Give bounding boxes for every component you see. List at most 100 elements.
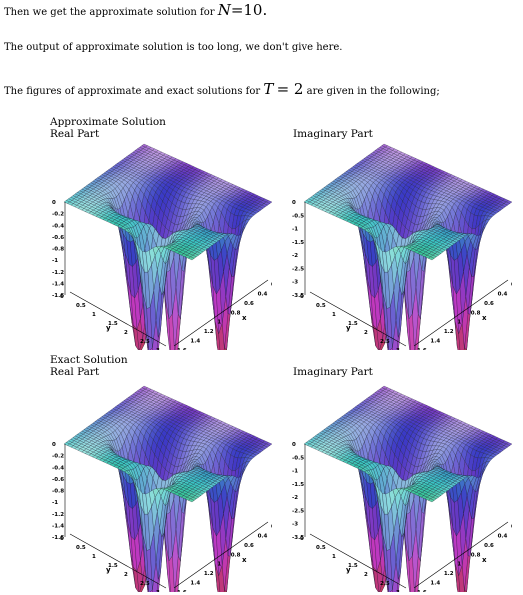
y-tick-label: 0.5: [316, 303, 326, 309]
y-axis-line: [309, 291, 407, 347]
y-tick-label: 3: [156, 590, 160, 592]
z-tick-label: -1.5: [292, 240, 304, 246]
x-tick-label: 0.4: [258, 291, 268, 297]
z-tick-label: -0.8: [52, 247, 64, 253]
x-tick-label: 1.6: [177, 348, 187, 350]
y-tick-label: 2: [124, 330, 128, 336]
z-tick-label: -1.5: [292, 482, 304, 488]
surface-mesh: [63, 143, 272, 350]
label-imaginary-part: Imaginary Part: [293, 128, 373, 140]
z-tick-label: -1.4: [52, 523, 64, 529]
x-axis-line: [173, 279, 269, 347]
y-tick-label: 0: [60, 294, 64, 300]
x-tick-label: 0.4: [258, 533, 268, 539]
x-tick-label: 0.8: [471, 310, 481, 316]
z-tick-label: -1: [292, 469, 298, 475]
z-tick-label: -1.6: [52, 293, 64, 299]
x-tick-label: 0.2: [511, 282, 512, 288]
z-tick-label: 0: [292, 200, 296, 206]
surface-plot-svg: 0-0.5-1-1.5-2-2.5-3-3.500.511.522.53y1.6…: [292, 143, 512, 350]
z-tick-label: -0.4: [52, 223, 64, 229]
x-tick-label: 0.6: [484, 301, 494, 307]
x-tick-label: 1: [457, 320, 461, 326]
y-tick-label: 3: [396, 590, 400, 592]
z-tick-label: -2: [292, 495, 298, 501]
x-tick-label: 1.6: [417, 590, 427, 592]
label-imaginary-part: Imaginary Part: [293, 366, 373, 378]
y-tick-label: 2.5: [380, 339, 390, 345]
x-tick-label: 1: [457, 562, 461, 568]
sentence-approx-solution: Then we get the approximate solution for…: [4, 1, 267, 19]
x-tick-label: 0.8: [231, 310, 241, 316]
z-tick-label: -0.8: [52, 489, 64, 495]
label-real-part: Real Part: [50, 128, 100, 140]
y-tick-label: 1: [332, 554, 336, 560]
plot-exact-imag: 0-0.5-1-1.5-2-2.5-3-3.500.511.522.53y1.6…: [292, 382, 512, 592]
x-tick-label: 0.8: [471, 552, 481, 558]
math-variable-t: T: [263, 80, 274, 98]
z-tick-label: 0: [52, 442, 56, 448]
z-tick-label: -1.4: [52, 281, 64, 287]
z-tick-label: -0.2: [52, 212, 64, 218]
x-tick-label: 0.2: [271, 282, 272, 288]
y-tick-label: 1.5: [108, 563, 118, 569]
y-tick-label: 1.5: [348, 321, 358, 327]
y-tick-label: 3: [396, 348, 400, 350]
x-axis-line: [173, 521, 269, 589]
x-axis-label: x: [482, 556, 487, 564]
surface-mesh: [303, 143, 512, 350]
x-tick-label: 1.2: [204, 571, 214, 577]
x-axis-label: x: [242, 314, 247, 322]
y-axis-line: [69, 533, 167, 589]
surface-plot-svg: 0-0.2-0.4-0.6-0.8-1-1.2-1.4-1.600.511.52…: [52, 385, 272, 592]
sentence-text: The figures of approximate and exact sol…: [4, 86, 261, 97]
y-tick-label: 2.5: [140, 581, 150, 587]
x-tick-label: 0.6: [244, 543, 254, 549]
z-tick-label: -3: [292, 522, 298, 528]
z-tick-label: -2.5: [292, 508, 304, 514]
sentence-output-too-long: The output of approximate solution is to…: [4, 42, 342, 53]
y-tick-label: 3: [156, 348, 160, 350]
z-tick-label: -0.4: [52, 465, 64, 471]
plot-approx-real: 0 -0.2 -0.4 -0.6 -0.8 -1 -1.2 -1.4 -1.6 0 0.5 1 1.5 2…: [52, 140, 272, 350]
x-axis-line: [413, 279, 509, 347]
x-tick-label: 0.6: [484, 543, 494, 549]
x-axis-label: x: [242, 556, 247, 564]
y-axis-label: y: [346, 324, 351, 332]
y-tick-label: 1.5: [108, 321, 118, 327]
label-exact-solution: Exact Solution: [50, 354, 128, 366]
x-tick-label: 1.2: [444, 571, 454, 577]
y-tick-label: 1: [92, 554, 96, 560]
z-tick-label: -1: [292, 227, 298, 233]
z-tick-label: -1: [52, 258, 58, 264]
z-tick-label: -3: [292, 280, 298, 286]
z-tick-label: -3.5: [292, 293, 304, 299]
y-axis-label: y: [106, 324, 111, 332]
x-axis-line: [413, 521, 509, 589]
z-tick-label: 0: [52, 200, 56, 206]
y-tick-label: 2: [124, 572, 128, 578]
z-tick-label: -1.2: [52, 270, 64, 276]
x-tick-label: 1: [217, 320, 221, 326]
math-equation: = 2: [276, 80, 304, 98]
surface-plot-svg: 0-0.5-1-1.5-2-2.5-3-3.500.511.522.53y1.6…: [292, 385, 512, 592]
z-tick-label: -0.6: [52, 477, 64, 483]
x-axis-label: x: [482, 314, 487, 322]
x-tick-label: 1.4: [190, 339, 200, 345]
x-tick-label: 1.2: [204, 329, 214, 335]
sentence-text: are given in the following;: [306, 86, 440, 97]
x-tick-label: 1.6: [417, 348, 427, 350]
y-axis-label: y: [346, 566, 351, 574]
y-tick-label: 0: [300, 294, 304, 300]
surface-mesh: [303, 385, 512, 592]
x-tick-label: 1: [217, 562, 221, 568]
surface-mesh: [63, 385, 272, 592]
y-axis-line: [309, 533, 407, 589]
x-tick-label: 0.4: [498, 533, 508, 539]
label-real-part: Real Part: [50, 366, 100, 378]
sentence-text: Then we get the approximate solution for: [4, 7, 215, 18]
z-tick-label: -1.2: [52, 512, 64, 518]
y-tick-label: 1: [92, 312, 96, 318]
y-axis-line: [69, 291, 167, 347]
y-tick-label: 1.5: [348, 563, 358, 569]
